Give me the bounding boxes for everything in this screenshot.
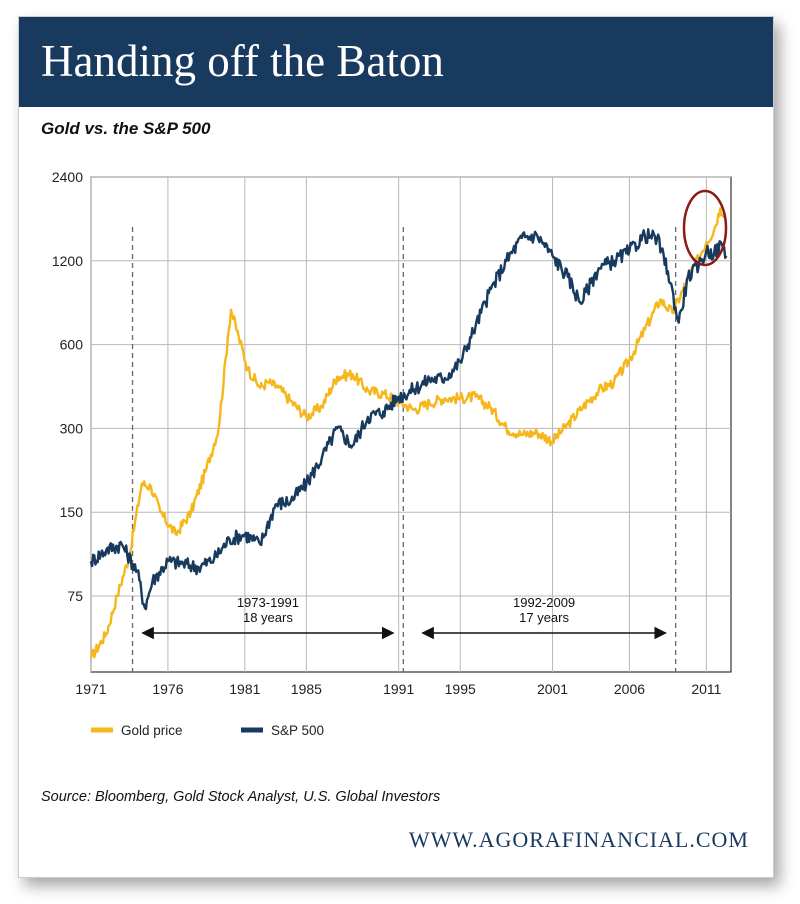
legend-label-sp500: S&P 500 [271,723,324,738]
period-label: 1973-1991 [237,595,299,610]
period-label: 1992-2009 [513,595,575,610]
chart-subtitle: Gold vs. the S&P 500 [41,119,211,138]
source-note: Source: Bloomberg, Gold Stock Analyst, U… [41,789,441,805]
x-tick-label: 2011 [691,681,721,697]
x-tick-label: 2006 [614,681,645,697]
plot-area [90,176,732,673]
y-tick-label: 2400 [52,169,83,185]
period-duration: 17 years [519,610,569,625]
y-tick-label: 300 [60,420,84,436]
chart-title: Handing off the Baton [41,36,444,86]
x-tick-label: 1995 [445,681,476,697]
highlight-circle [682,189,728,267]
y-tick-label: 75 [67,588,83,604]
legend-label-gold: Gold price [121,723,183,738]
sp500-line [89,228,728,611]
gold-price-line [89,207,726,659]
y-tick-label: 150 [60,504,84,520]
x-tick-label: 1981 [229,681,260,697]
period-duration: 18 years [243,610,293,625]
y-tick-label: 600 [60,337,84,353]
title-bar: Handing off the Baton [19,17,773,107]
website-url: WWW.AGORAFINANCIAL.COM [408,827,749,852]
x-tick-label: 1971 [75,681,106,697]
x-tick-label: 1991 [383,681,414,697]
y-tick-label: 1200 [52,253,83,269]
chart-card: Handing off the Baton Gold vs. the S&P 5… [18,16,774,878]
x-tick-label: 1985 [291,681,322,697]
x-tick-label: 2001 [537,681,568,697]
x-tick-label: 1976 [152,681,183,697]
